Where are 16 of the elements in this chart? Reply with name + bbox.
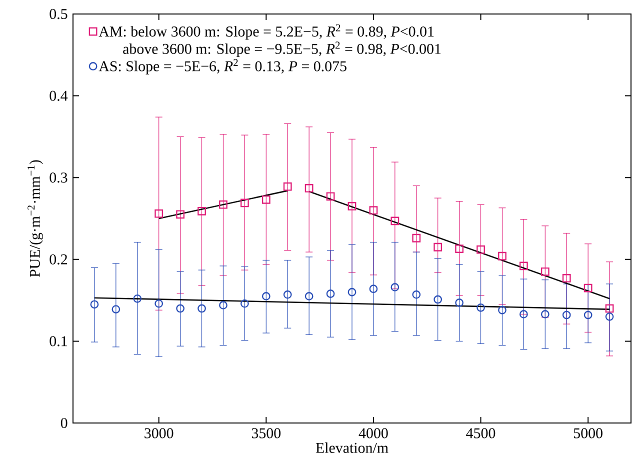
x-tick-label: 4500 [466, 428, 496, 438]
x-tick-label: 4000 [358, 428, 388, 438]
y-tick-label: 0.2 [50, 254, 67, 264]
y-tick-label: 0.4 [50, 90, 68, 101]
y-tick-label: 0.5 [50, 8, 68, 20]
y-tick-label: 0 [60, 418, 68, 428]
x-tick-label: 3500 [252, 428, 281, 438]
y-tick-label: 0.1 [50, 336, 67, 346]
y-axis-title: PUE/(g·m$^{−2}$·mm$^{−1}$) [28, 160, 43, 278]
annotation: above 3600 m: Slope = −9.5E−5, R$^{2}$ = 0.98, P<0.001 [123, 42, 441, 57]
legend-label: AM: below 3600 m: Slope = 5.2E−5, R$^{2}$ = 0.89, P<0.01 [98, 24, 434, 40]
x-tick-label: 5000 [574, 428, 602, 438]
y-tick-label: 0.3 [50, 172, 68, 183]
legend-label: AS: Slope = −5E−6, R$^{2}$ = 0.13, P = 0.075 [98, 59, 346, 74]
x-axis-title: Elevation/m [316, 442, 388, 453]
x-tick-label: 3000 [144, 428, 174, 438]
